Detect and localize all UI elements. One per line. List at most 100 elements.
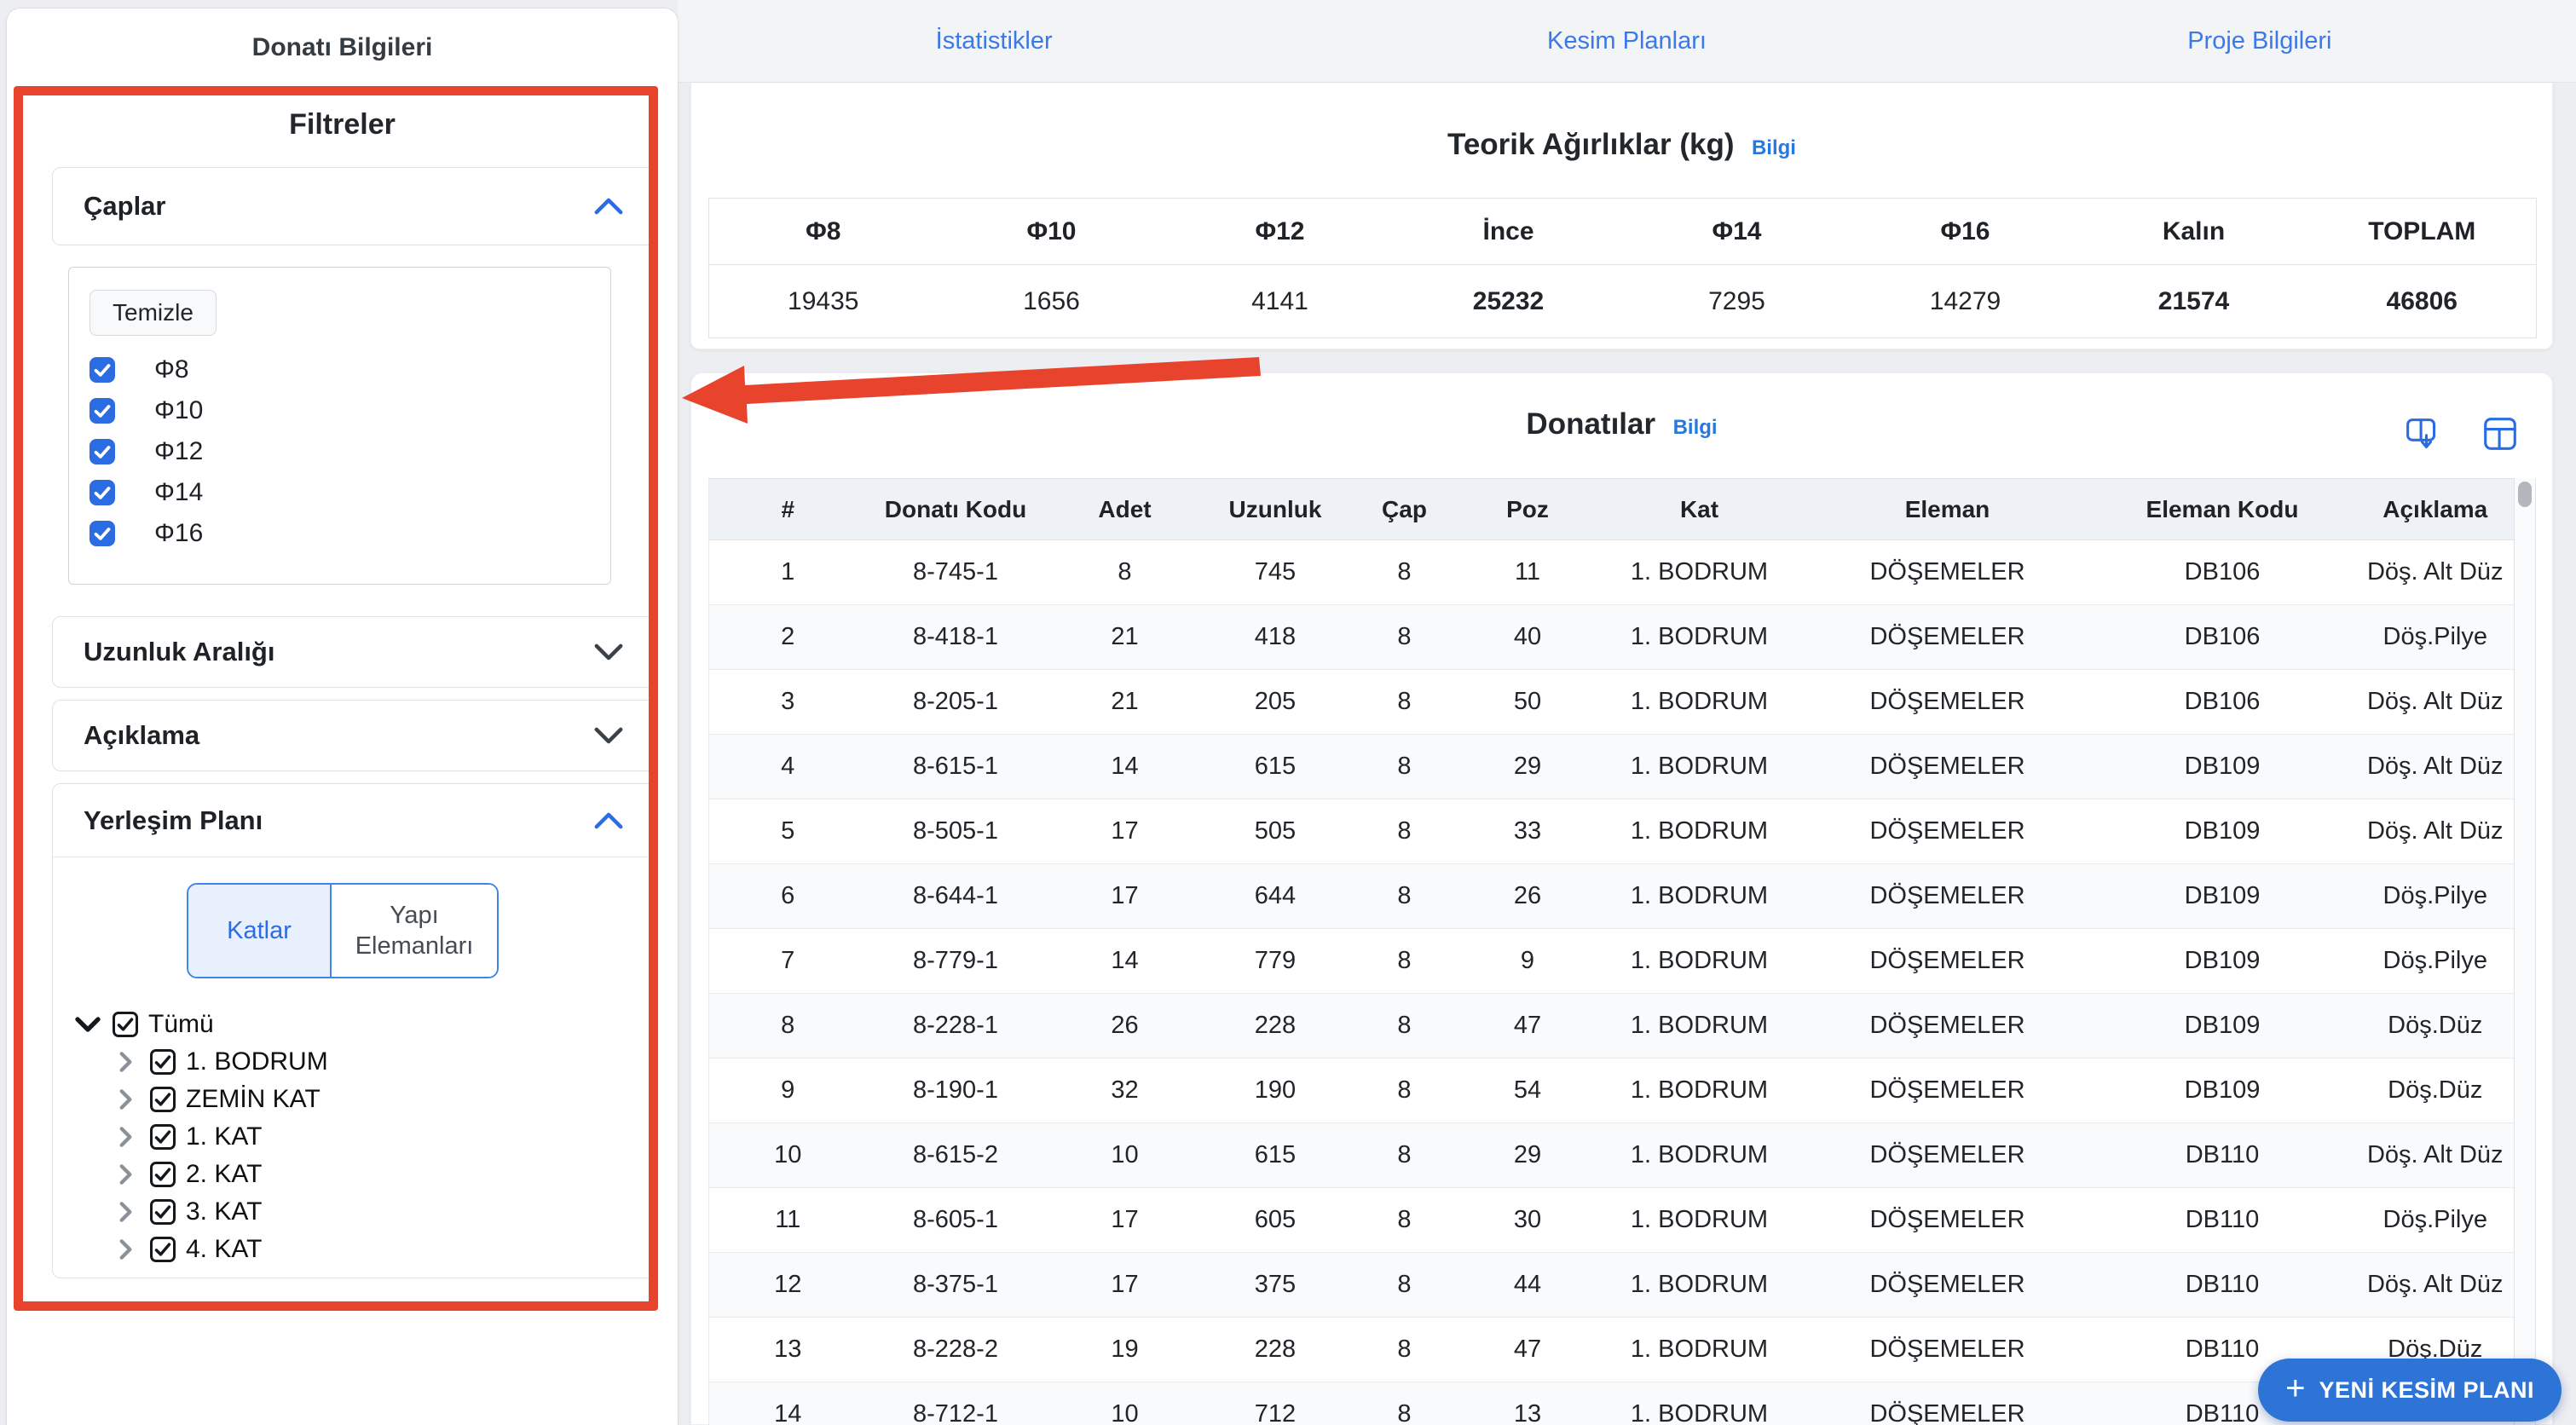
filters-sidebar: Donatı Bilgileri Filtreler Çaplar Temizl… bbox=[7, 9, 678, 1425]
table-cell: 8-712-1 bbox=[867, 1382, 1045, 1425]
table-row[interactable]: 108-615-2106158291. BODRUMDÖŞEMELERDB110… bbox=[709, 1123, 2515, 1188]
rebar-col-header[interactable]: Açıklama bbox=[2357, 479, 2515, 540]
caret-down-icon[interactable] bbox=[75, 1017, 101, 1032]
tree-checkbox[interactable] bbox=[150, 1237, 176, 1262]
table-cell: 47 bbox=[1464, 1318, 1592, 1382]
table-cell: 8-228-1 bbox=[867, 994, 1045, 1059]
table-cell: 33 bbox=[1464, 799, 1592, 864]
tree-checkbox[interactable] bbox=[150, 1199, 176, 1225]
rebar-col-header[interactable]: Eleman bbox=[1807, 479, 2088, 540]
chevron-right-icon[interactable] bbox=[119, 1164, 132, 1185]
toggle-katlar[interactable]: Katlar bbox=[188, 885, 332, 977]
weights-value: 21574 bbox=[2080, 265, 2308, 338]
accordion-aciklama: Açıklama bbox=[52, 700, 658, 771]
chevron-right-icon[interactable] bbox=[119, 1089, 132, 1110]
layout-mode-toggle: Katlar Yapı Elemanları bbox=[187, 883, 499, 978]
table-row[interactable]: 98-190-1321908541. BODRUMDÖŞEMELERDB109D… bbox=[709, 1059, 2515, 1123]
tree-item[interactable]: 4. KAT bbox=[7, 1231, 655, 1268]
tree-checkbox[interactable] bbox=[150, 1124, 176, 1150]
rebar-col-header[interactable]: Donatı Kodu bbox=[867, 479, 1045, 540]
rebar-col-header[interactable]: # bbox=[709, 479, 867, 540]
table-columns-icon[interactable] bbox=[2483, 417, 2517, 451]
rebar-col-header[interactable]: Uzunluk bbox=[1205, 479, 1346, 540]
tree-item[interactable]: 1. KAT bbox=[7, 1118, 655, 1156]
table-cell: 4 bbox=[709, 735, 867, 799]
weights-value: 4141 bbox=[1166, 265, 1395, 338]
tree-item-tumu[interactable]: Tümü bbox=[7, 1006, 655, 1043]
table-row[interactable]: 148-712-1107128131. BODRUMDÖŞEMELERDB110 bbox=[709, 1382, 2515, 1425]
export-table-icon[interactable] bbox=[2405, 417, 2439, 451]
tab-proje-bilgileri[interactable]: Proje Bilgileri bbox=[1944, 0, 2576, 82]
table-row[interactable]: 58-505-1175058331. BODRUMDÖŞEMELERDB109D… bbox=[709, 799, 2515, 864]
rebar-col-header[interactable]: Kat bbox=[1592, 479, 1807, 540]
table-cell: Döş. Alt Düz bbox=[2357, 1253, 2515, 1318]
clear-filters-button[interactable]: Temizle bbox=[90, 290, 217, 336]
tree-item[interactable]: 2. KAT bbox=[7, 1156, 655, 1193]
table-cell: 29 bbox=[1464, 1123, 1592, 1188]
table-cell: 8 bbox=[1346, 1382, 1464, 1425]
rebar-col-header[interactable]: Çap bbox=[1346, 479, 1464, 540]
table-row[interactable]: 138-228-2192288471. BODRUMDÖŞEMELERDB110… bbox=[709, 1318, 2515, 1382]
diameter-list: Φ8Φ10Φ12Φ14Φ16 bbox=[88, 349, 610, 554]
table-cell: 40 bbox=[1464, 605, 1592, 670]
tab-istatistikler[interactable]: İstatistikler bbox=[678, 0, 1310, 82]
tree-checkbox[interactable] bbox=[150, 1087, 176, 1112]
accordion-caplar-header[interactable]: Çaplar bbox=[53, 168, 657, 245]
tab-donati-bilgileri[interactable]: Donatı Bilgileri bbox=[7, 32, 678, 63]
rebar-col-header[interactable]: Eleman Kodu bbox=[2088, 479, 2357, 540]
weights-info-link[interactable]: Bilgi bbox=[1752, 136, 1796, 159]
table-row[interactable]: 118-605-1176058301. BODRUMDÖŞEMELERDB110… bbox=[709, 1188, 2515, 1253]
table-row[interactable]: 88-228-1262288471. BODRUMDÖŞEMELERDB109D… bbox=[709, 994, 2515, 1059]
table-cell: 8-605-1 bbox=[867, 1188, 1045, 1253]
chevron-right-icon[interactable] bbox=[119, 1127, 132, 1147]
chevron-right-icon[interactable] bbox=[119, 1052, 132, 1072]
rebar-info-link[interactable]: Bilgi bbox=[1673, 416, 1718, 439]
table-cell: DÖŞEMELER bbox=[1807, 670, 2088, 735]
toggle-yapi-elemanlari[interactable]: Yapı Elemanları bbox=[332, 885, 497, 977]
accordion-uzunluk-label: Uzunluk Aralığı bbox=[84, 637, 274, 667]
accordion-uzunluk-header[interactable]: Uzunluk Aralığı bbox=[53, 617, 657, 687]
chevron-right-icon[interactable] bbox=[119, 1202, 132, 1222]
diameter-label: Φ12 bbox=[154, 437, 203, 466]
tree-item[interactable]: 3. KAT bbox=[7, 1193, 655, 1231]
table-row[interactable]: 48-615-1146158291. BODRUMDÖŞEMELERDB109D… bbox=[709, 735, 2515, 799]
tree-checkbox[interactable] bbox=[150, 1162, 176, 1187]
tree-checkbox[interactable] bbox=[113, 1012, 138, 1037]
diameter-checkbox[interactable] bbox=[90, 521, 115, 546]
scrollbar-thumb[interactable] bbox=[2518, 482, 2532, 507]
diameter-checkbox[interactable] bbox=[90, 357, 115, 383]
accordion-aciklama-header[interactable]: Açıklama bbox=[53, 701, 657, 770]
table-row[interactable]: 28-418-1214188401. BODRUMDÖŞEMELERDB106D… bbox=[709, 605, 2515, 670]
tab-kesim-planlari[interactable]: Kesim Planları bbox=[1310, 0, 1943, 82]
table-row[interactable]: 68-644-1176448261. BODRUMDÖŞEMELERDB109D… bbox=[709, 864, 2515, 929]
diameter-filter-panel: Temizle Φ8Φ10Φ12Φ14Φ16 bbox=[68, 267, 611, 585]
tree-item-label: 4. KAT bbox=[186, 1235, 262, 1264]
tree-checkbox[interactable] bbox=[150, 1049, 176, 1075]
chevron-down-icon bbox=[594, 727, 623, 744]
table-row[interactable]: 128-375-1173758441. BODRUMDÖŞEMELERDB110… bbox=[709, 1253, 2515, 1318]
rebar-title: Donatılar bbox=[1526, 407, 1655, 441]
app-root: İstatistikler Kesim Planları Proje Bilgi… bbox=[0, 0, 2576, 1425]
table-cell: 10 bbox=[1045, 1123, 1205, 1188]
tree-item[interactable]: ZEMİN KAT bbox=[7, 1081, 655, 1118]
table-cell: 605 bbox=[1205, 1188, 1346, 1253]
table-row[interactable]: 78-779-114779891. BODRUMDÖŞEMELERDB109Dö… bbox=[709, 929, 2515, 994]
rebar-col-header[interactable]: Poz bbox=[1464, 479, 1592, 540]
rebar-col-header[interactable]: Adet bbox=[1045, 479, 1205, 540]
table-cell: DÖŞEMELER bbox=[1807, 1123, 2088, 1188]
table-toolbar bbox=[2405, 417, 2517, 451]
table-cell: 17 bbox=[1045, 799, 1205, 864]
diameter-checkbox[interactable] bbox=[90, 439, 115, 464]
diameter-checkbox[interactable] bbox=[90, 480, 115, 505]
plus-icon: + bbox=[2285, 1371, 2305, 1405]
accordion-yerlesim-header[interactable]: Yerleşim Planı bbox=[53, 784, 657, 857]
table-row[interactable]: 38-205-1212058501. BODRUMDÖŞEMELERDB106D… bbox=[709, 670, 2515, 735]
diameter-checkbox[interactable] bbox=[90, 398, 115, 424]
new-cutting-plan-button[interactable]: + YENİ KESİM PLANI bbox=[2258, 1359, 2562, 1422]
table-row[interactable]: 18-745-187458111. BODRUMDÖŞEMELERDB106Dö… bbox=[709, 540, 2515, 605]
weights-header-row: Φ8Φ10Φ12İnceΦ14Φ16KalınTOPLAM bbox=[709, 199, 2537, 265]
tree-item[interactable]: 1. BODRUM bbox=[7, 1043, 655, 1081]
chevron-right-icon[interactable] bbox=[119, 1239, 132, 1260]
table-cell: Döş. Alt Düz bbox=[2357, 670, 2515, 735]
table-cell: DB109 bbox=[2088, 994, 2357, 1059]
